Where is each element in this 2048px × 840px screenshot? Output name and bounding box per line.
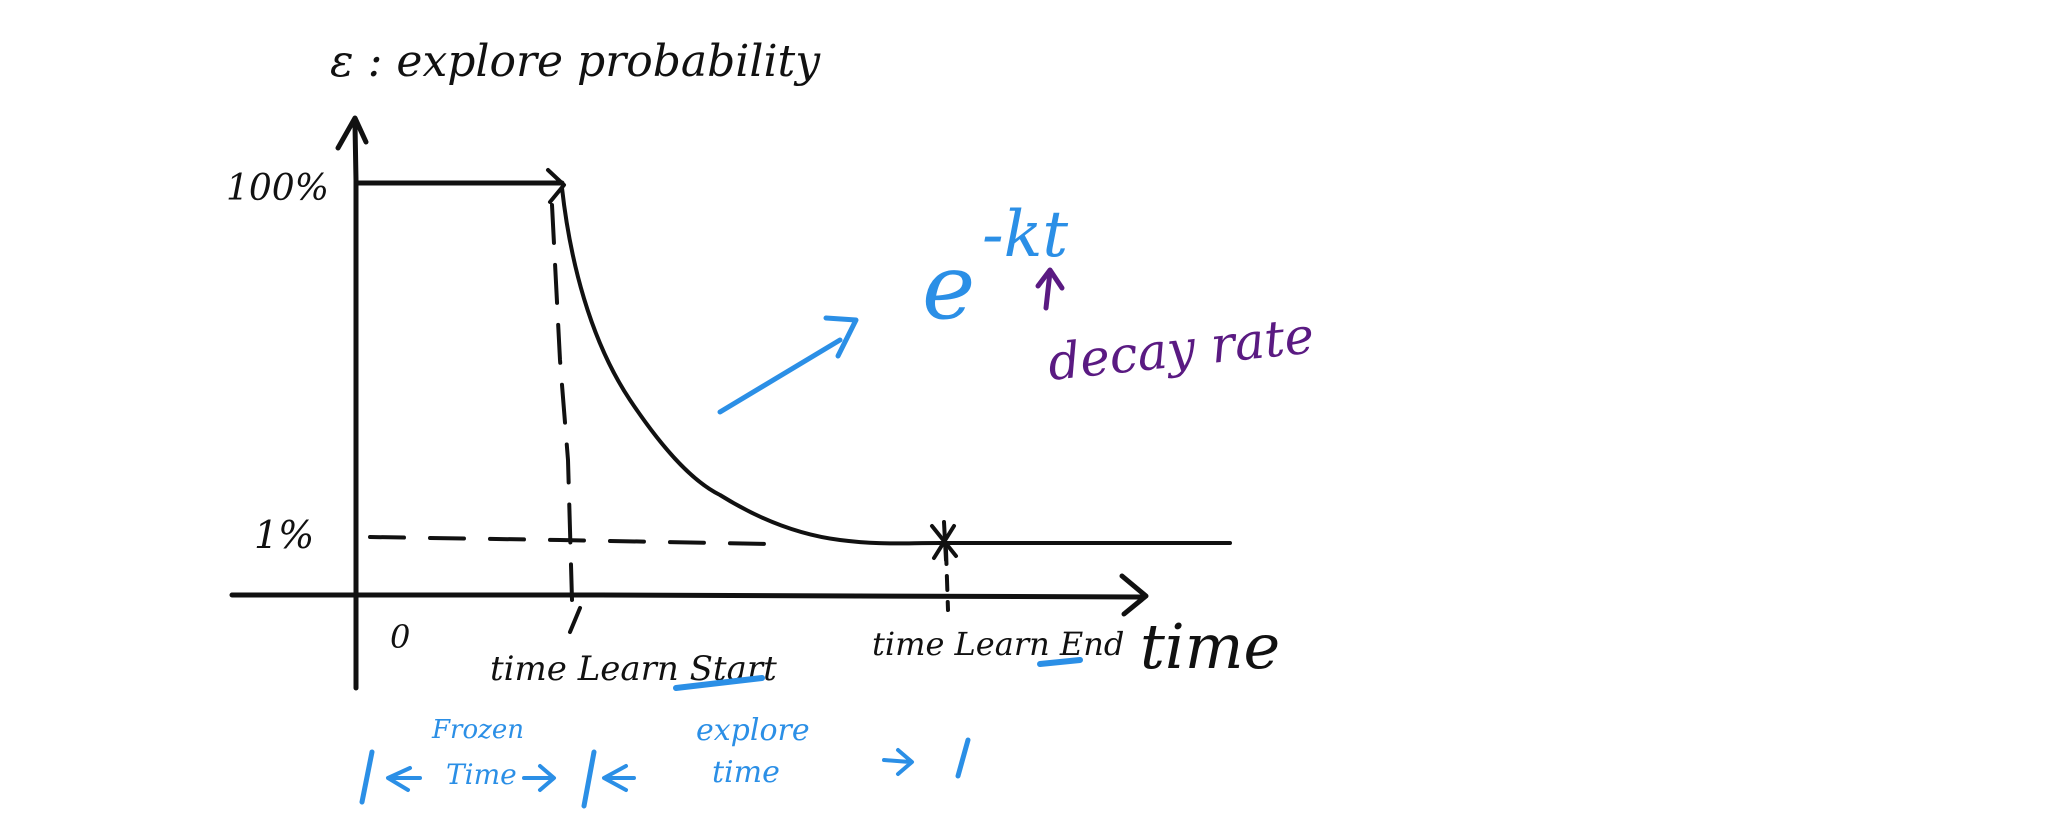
pointer-arrow [717, 337, 843, 415]
learn-start-tick [568, 606, 582, 634]
pointer-arrowhead [823, 315, 859, 359]
y-axis-arrowhead [335, 115, 369, 151]
explore-time-line1: explore [696, 713, 810, 748]
y-axis-title: ε : explore probability [330, 36, 821, 87]
phase-timeline: Frozen Time explore time [359, 713, 971, 809]
timeline-bar-middle [581, 749, 597, 809]
star-stroke-3 [942, 520, 948, 562]
learn-end-label: time Learn End [872, 625, 1124, 663]
explore-time-line2: time [712, 755, 780, 790]
frozen-right-arrow [522, 764, 556, 792]
formula-base: e [922, 235, 975, 340]
decay-rate-arrowhead [1035, 267, 1065, 291]
x-axis-line [229, 592, 1143, 600]
frozen-plateau [355, 168, 566, 204]
y-tick-1-percent: 1% [254, 513, 314, 557]
y-axis-line [352, 122, 359, 691]
timeline-bar-end [955, 737, 971, 779]
decay-curve [560, 186, 942, 546]
learn-start-dashed-line [550, 203, 574, 602]
explore-left-arrow [602, 764, 636, 792]
frozen-time-line2: Time [446, 758, 517, 791]
decay-rate-arrow [1043, 269, 1053, 311]
decay-rate-label: decay rate [1045, 306, 1317, 392]
x-axis-title: time [1140, 610, 1280, 683]
one-percent-dashed-line [368, 535, 772, 546]
axes [229, 115, 1149, 691]
formula-exponent: -kt [982, 198, 1068, 272]
timeline-bar-start [359, 749, 375, 805]
x-origin-label: 0 [390, 618, 410, 656]
end-underline [1037, 657, 1083, 667]
frozen-left-arrow [386, 766, 422, 792]
learn-end-marker [930, 520, 958, 562]
dashed-guides [368, 203, 950, 612]
explore-right-arrow [882, 748, 914, 776]
frozen-time-line1: Frozen [431, 715, 524, 745]
plateau-arrowhead [546, 168, 566, 204]
y-tick-100-percent: 100% [226, 168, 329, 209]
start-underline [673, 675, 765, 691]
x-axis-arrowhead [1119, 573, 1149, 617]
